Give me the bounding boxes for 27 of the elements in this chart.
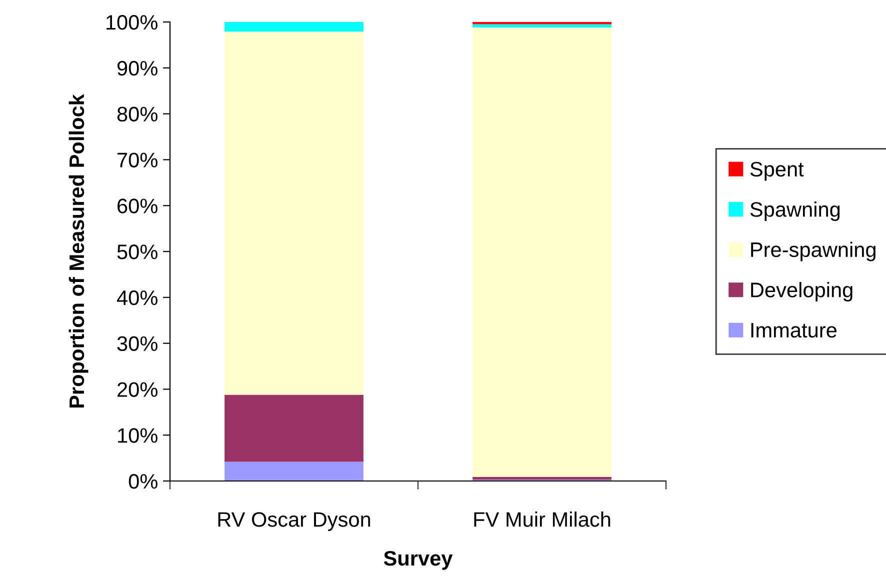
bar [224,394,364,462]
y-tick-label: 0% [128,474,158,489]
bar [472,24,612,28]
y-tick-label: 80% [117,106,158,122]
y-tick-label: 90% [117,60,158,76]
y-tick-label: 50% [117,244,158,260]
y-tick-label: 30% [117,336,158,352]
y-tick-label: 70% [118,152,158,168]
legend-label: Immature [751,323,836,338]
bar [224,462,364,481]
bar [472,28,612,477]
y-tick-label: 60% [118,198,158,214]
bar [224,32,364,395]
legend-label: Spawning [750,202,840,221]
legend-label: Pre-spawning [751,242,876,262]
y-tick-label: 40% [116,290,158,306]
y-tick-label: 100% [106,15,158,30]
x-tick-label: RV Oscar Dyson [218,512,370,531]
legend-label: Developing [751,282,852,302]
x-axis-title: Survey [384,550,453,570]
y-tick-label: 20% [118,382,158,397]
y-axis-title: Proportion of Measured Pollock [68,94,88,408]
y-tick-label: 10% [118,428,158,443]
x-tick-label: FV Muir Milach [474,512,610,527]
bar [224,22,364,32]
bar [472,476,612,480]
legend-label: Spent [750,162,804,181]
